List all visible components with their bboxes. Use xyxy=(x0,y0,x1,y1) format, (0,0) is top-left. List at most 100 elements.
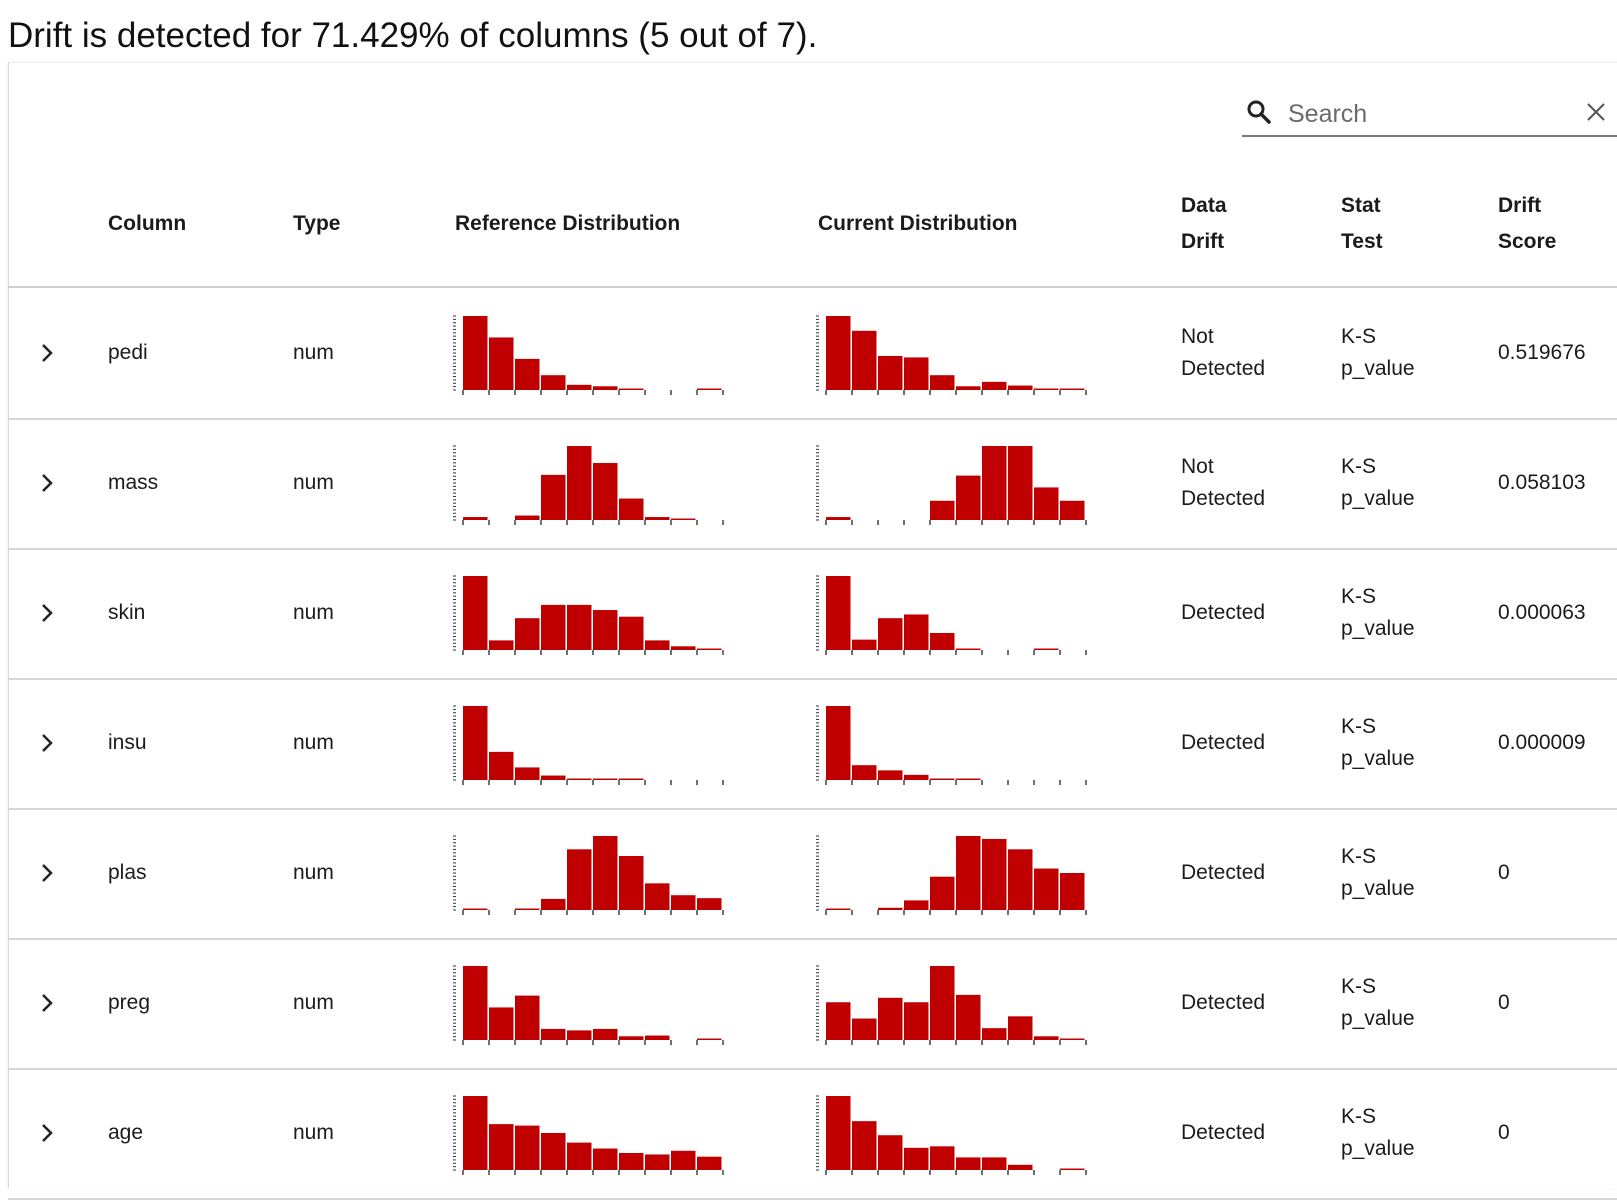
current-distribution-chart xyxy=(816,1095,1087,1175)
histogram-bar xyxy=(515,515,540,520)
histogram-bar xyxy=(826,1096,851,1170)
histogram-bar xyxy=(541,775,566,780)
search-input[interactable] xyxy=(1286,97,1560,131)
histogram-bar xyxy=(645,883,670,910)
histogram-bar xyxy=(593,463,618,520)
header-data-drift[interactable]: Data Drift xyxy=(1181,194,1227,253)
histogram-bar xyxy=(593,1148,618,1170)
histogram-bar xyxy=(619,778,644,780)
column-name: plas xyxy=(108,861,147,884)
table-row[interactable]: pedi num Not Detected K-S p_value 0.519676 xyxy=(8,288,1617,420)
histogram-bar xyxy=(956,994,981,1040)
chevron-right-icon[interactable] xyxy=(36,602,58,624)
histogram-bar xyxy=(1060,1038,1085,1040)
column-type: num xyxy=(293,471,334,494)
data-drift-status: Detected xyxy=(1181,357,1266,380)
search-box[interactable] xyxy=(1242,95,1617,137)
histogram-bar xyxy=(541,604,566,650)
histogram-bar xyxy=(697,648,722,650)
column-type: num xyxy=(293,1121,334,1144)
histogram-bar xyxy=(541,375,566,390)
histogram-bar xyxy=(982,381,1007,390)
drift-score: 0.519676 xyxy=(1498,341,1586,364)
histogram-bar xyxy=(956,836,981,910)
histogram-bar xyxy=(671,646,696,650)
stat-test-name: K-S xyxy=(1341,455,1377,478)
histogram-bar xyxy=(619,855,644,910)
chevron-right-icon[interactable] xyxy=(36,1122,58,1144)
table-row[interactable]: mass num Not Detected K-S p_value 0.058103 xyxy=(8,418,1617,550)
chevron-right-icon[interactable] xyxy=(36,862,58,884)
chevron-right-icon[interactable] xyxy=(36,732,58,754)
stat-test-name: K-S xyxy=(1341,975,1377,998)
histogram-bar xyxy=(697,1156,722,1170)
current-distribution-chart xyxy=(816,445,1087,525)
header-current-distribution: Current Distribution xyxy=(818,212,1018,235)
current-distribution-chart xyxy=(816,575,1087,655)
drift-score: 0.000063 xyxy=(1498,601,1586,624)
histogram-bar xyxy=(878,1135,903,1170)
histogram-bar xyxy=(982,446,1007,520)
current-distribution-chart xyxy=(816,315,1087,395)
reference-distribution-chart xyxy=(453,315,724,395)
histogram-bar xyxy=(515,618,540,650)
histogram-bar xyxy=(515,908,540,910)
column-name: pedi xyxy=(108,341,148,364)
histogram-bar xyxy=(956,648,981,650)
histogram-bar xyxy=(1008,1164,1033,1170)
histogram-bar xyxy=(956,475,981,520)
stat-test-metric: p_value xyxy=(1341,487,1415,510)
histogram-bar xyxy=(619,388,644,390)
histogram-bar xyxy=(671,1150,696,1170)
header-type[interactable]: Type xyxy=(293,212,341,235)
column-name: age xyxy=(108,1121,144,1144)
header-stat-test[interactable]: Stat Test xyxy=(1341,194,1383,253)
data-drift-status: Detected xyxy=(1181,991,1266,1014)
column-type: num xyxy=(293,341,334,364)
histogram-bar xyxy=(515,995,540,1040)
histogram-bar xyxy=(930,966,955,1040)
chevron-right-icon[interactable] xyxy=(36,472,58,494)
histogram-bar xyxy=(463,966,488,1040)
histogram-bar xyxy=(1008,1016,1033,1040)
table-row[interactable]: preg num Detected K-S p_value 0 xyxy=(8,938,1617,1070)
reference-distribution-chart xyxy=(453,575,724,655)
header-column[interactable]: Column xyxy=(108,212,187,235)
table-row[interactable]: age num Detected K-S p_value 0 xyxy=(8,1068,1617,1200)
table-row[interactable]: insu num Detected K-S p_value 0.000009 xyxy=(8,678,1617,810)
table-row[interactable]: plas num Detected K-S p_value 0 xyxy=(8,808,1617,940)
drift-summary: Drift is detected for 71.429% of columns… xyxy=(8,16,818,55)
reference-distribution-chart xyxy=(453,1095,724,1175)
histogram-bar xyxy=(930,1146,955,1170)
chevron-right-icon[interactable] xyxy=(36,342,58,364)
histogram-bar xyxy=(1008,849,1033,910)
histogram-bar xyxy=(878,618,903,650)
histogram-bar xyxy=(1060,500,1085,520)
stat-test-name: K-S xyxy=(1341,585,1377,608)
chevron-right-icon[interactable] xyxy=(36,992,58,1014)
histogram-bar xyxy=(671,895,696,910)
current-distribution-chart xyxy=(816,965,1087,1045)
histogram-bar xyxy=(645,1154,670,1170)
histogram-bar xyxy=(567,384,592,390)
histogram-bar xyxy=(878,907,903,910)
histogram-bar xyxy=(982,1028,1007,1040)
current-distribution-chart xyxy=(816,705,1087,785)
header-drift-score[interactable]: Drift Score xyxy=(1498,194,1557,253)
histogram-bar xyxy=(463,706,488,780)
histogram-bar xyxy=(567,1030,592,1040)
table-row[interactable]: skin num Detected K-S p_value 0.000063 xyxy=(8,548,1617,680)
histogram-bar xyxy=(930,778,955,780)
close-icon[interactable] xyxy=(1585,101,1607,123)
histogram-bar xyxy=(1034,388,1059,390)
histogram-bar xyxy=(463,908,488,910)
histogram-bar xyxy=(645,517,670,520)
histogram-bar xyxy=(619,616,644,650)
stat-test-name: K-S xyxy=(1341,845,1377,868)
histogram-bar xyxy=(567,778,592,780)
histogram-bar xyxy=(1034,648,1059,650)
column-type: num xyxy=(293,601,334,624)
histogram-bar xyxy=(593,610,618,650)
histogram-bar xyxy=(489,751,514,780)
column-name: mass xyxy=(108,471,159,494)
